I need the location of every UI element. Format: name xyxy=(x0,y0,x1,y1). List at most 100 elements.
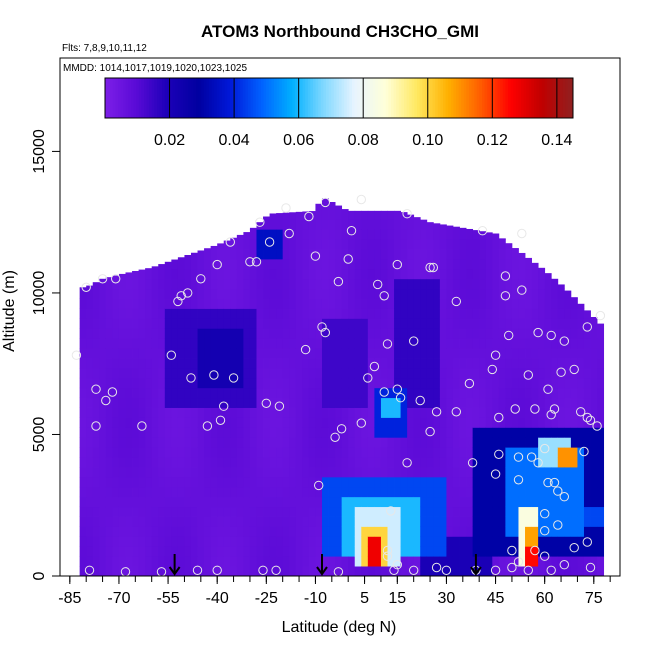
heatmap-cell xyxy=(282,367,290,379)
heatmap-cell xyxy=(577,407,585,418)
heatmap-cell xyxy=(511,328,519,339)
heatmap-cell xyxy=(407,427,415,438)
heatmap-cell xyxy=(531,437,539,448)
heatmap-cell xyxy=(118,417,126,428)
heatmap-cell xyxy=(544,516,552,527)
heatmap-cell xyxy=(190,467,198,478)
heatmap-cell xyxy=(282,298,290,309)
colorbar-segment xyxy=(497,78,501,118)
heatmap-cell xyxy=(459,417,467,428)
heatmap-cell xyxy=(118,278,126,290)
heatmap-cell xyxy=(531,417,539,428)
heatmap-cell xyxy=(236,526,244,537)
heatmap-cell xyxy=(302,417,310,428)
heatmap-cell xyxy=(138,536,146,547)
observation-point xyxy=(176,291,186,301)
heatmap-cell xyxy=(525,258,532,270)
heatmap-cell xyxy=(308,219,316,230)
colorbar-segment xyxy=(380,78,384,118)
heatmap-cell xyxy=(151,546,159,557)
heatmap-cell xyxy=(223,268,231,280)
heatmap-cell xyxy=(380,219,388,230)
heatmap-cell xyxy=(459,288,467,299)
heatmap-cell xyxy=(518,308,526,319)
heatmap-cell xyxy=(249,566,257,577)
colorbar-segment xyxy=(128,78,132,118)
colorbar-segment xyxy=(203,78,207,118)
observation-point xyxy=(382,339,393,349)
observation-point xyxy=(530,404,540,414)
heatmap-cell xyxy=(184,367,192,379)
heatmap-cell xyxy=(86,348,94,359)
heatmap-cell xyxy=(282,249,290,260)
heatmap-cell xyxy=(282,377,290,389)
heatmap-cell xyxy=(538,437,546,448)
heatmap-cell xyxy=(505,348,513,359)
colorbar-segment xyxy=(144,78,148,118)
heatmap-cell xyxy=(394,506,401,517)
heatmap-cell xyxy=(400,476,408,488)
heatmap-cell xyxy=(400,546,408,557)
heatmap-cell xyxy=(433,249,441,260)
heatmap-cell xyxy=(249,437,257,448)
heatmap-cell xyxy=(538,496,546,508)
heatmap-cell xyxy=(171,387,179,399)
colorbar-segment xyxy=(300,78,304,118)
heatmap-cell xyxy=(459,397,467,408)
heatmap-cell xyxy=(400,318,408,329)
heatmap-cell xyxy=(380,318,388,329)
observation-point xyxy=(212,259,222,270)
heatmap-cell xyxy=(177,338,185,349)
heatmap-cell xyxy=(204,496,212,508)
heatmap-cell xyxy=(145,566,153,577)
colorbar-segment xyxy=(565,78,569,118)
heatmap-cell xyxy=(407,219,415,230)
heatmap-cell xyxy=(138,417,146,428)
heatmap-cell xyxy=(374,397,382,408)
heatmap-cell xyxy=(597,526,605,537)
heatmap-cell xyxy=(335,278,343,290)
heatmap-cell xyxy=(204,457,212,468)
heatmap-cell xyxy=(328,397,336,408)
heatmap-cell xyxy=(197,467,205,478)
heatmap-cell xyxy=(525,476,532,488)
heatmap-cell xyxy=(498,367,506,379)
heatmap-cell xyxy=(184,427,192,438)
heatmap-cell xyxy=(354,536,362,547)
heatmap-cell xyxy=(223,348,231,359)
heatmap-cell xyxy=(145,387,153,399)
heatmap-cell xyxy=(426,288,434,299)
heatmap-cell xyxy=(348,328,356,339)
heatmap-cell xyxy=(158,526,166,537)
heatmap-cell xyxy=(171,457,179,468)
observation-point xyxy=(173,296,183,307)
heatmap-cell xyxy=(335,536,343,547)
heatmap-cell xyxy=(348,417,356,428)
heatmap-cell xyxy=(164,318,172,329)
heatmap-cell xyxy=(151,536,159,547)
heatmap-cell xyxy=(538,417,546,428)
heatmap-cell xyxy=(282,536,290,547)
colorbar-segment xyxy=(266,78,270,118)
heatmap-cell xyxy=(217,546,225,557)
heatmap-cell xyxy=(158,288,166,299)
heatmap-cell xyxy=(295,447,303,458)
heatmap-cell xyxy=(328,536,336,547)
heatmap-cell xyxy=(446,556,454,567)
heatmap-cell xyxy=(446,546,454,557)
heatmap-cell xyxy=(479,387,487,399)
heatmap-cell xyxy=(472,230,480,240)
heatmap-cell xyxy=(138,358,146,369)
heatmap-cell xyxy=(452,437,460,448)
colorbar-segment xyxy=(172,78,176,118)
heatmap-cell xyxy=(426,447,434,458)
heatmap-cell xyxy=(210,249,218,260)
heatmap-cell xyxy=(394,219,401,230)
heatmap-cell xyxy=(151,298,159,309)
heatmap-cell xyxy=(276,516,284,527)
heatmap-cell xyxy=(308,516,316,527)
heatmap-cell xyxy=(230,278,238,290)
colorbar-segment xyxy=(281,78,285,118)
heatmap-cell xyxy=(210,417,218,428)
heatmap-cell xyxy=(505,278,513,290)
